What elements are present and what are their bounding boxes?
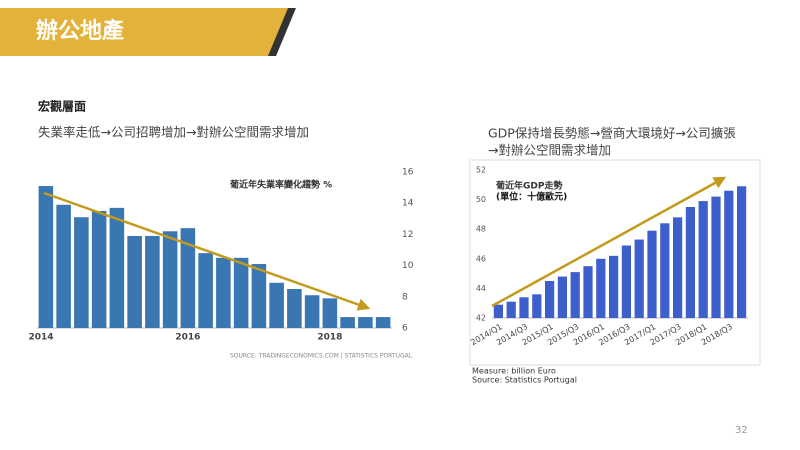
bar: [634, 239, 644, 318]
bar: [724, 190, 734, 318]
bar: [736, 186, 747, 318]
bar: [322, 298, 338, 328]
chart-note: Source: Statistics Portugal: [472, 376, 577, 385]
bar: [162, 231, 178, 328]
trend-arrow: [491, 176, 727, 308]
trend-arrow: [43, 191, 371, 311]
bar: [38, 186, 54, 328]
chart-title: 葡近年失業率變化趨勢 %: [229, 179, 332, 191]
bar: [532, 294, 542, 318]
bar: [198, 253, 213, 328]
bar: [685, 207, 696, 318]
section-title: 宏觀層面: [38, 99, 86, 114]
y-tick-label: 48: [476, 225, 486, 234]
bar: [216, 257, 231, 328]
bar: [647, 230, 657, 318]
bar: [233, 257, 249, 328]
bar: [544, 281, 555, 318]
bar: [269, 282, 284, 328]
right-caption: GDP保持增長勢態→營商大環境好→公司擴張: [488, 126, 736, 141]
bar: [127, 235, 142, 328]
bar: [304, 295, 320, 328]
bar: [711, 196, 721, 318]
left-caption: 失業率走低→公司招聘增加→對辦公空間需求增加: [38, 125, 309, 140]
bar: [621, 245, 632, 318]
bar: [493, 304, 504, 318]
bar: [180, 228, 196, 328]
chart-source: SOURCE: TRADINGECONOMICS.COM | STATISTIC…: [230, 353, 413, 360]
bar: [91, 211, 107, 328]
bar: [608, 255, 619, 318]
bar: [660, 223, 670, 318]
bar: [672, 217, 683, 318]
y-tick-label: 16: [402, 168, 414, 178]
bar: [570, 272, 580, 318]
chart-note: Measure: billion Euro: [472, 367, 556, 376]
right-caption: →對辦公空間需求增加: [488, 143, 611, 158]
y-tick-label: 12: [402, 230, 413, 240]
chart-subtitle: (單位：十億歐元): [496, 191, 567, 203]
bar: [340, 317, 355, 328]
bar: [375, 317, 391, 328]
y-tick-label: 10: [402, 261, 414, 271]
bar: [56, 204, 71, 328]
bar: [358, 317, 373, 328]
y-tick-label: 14: [402, 199, 414, 209]
y-tick-label: 6: [402, 324, 408, 334]
y-tick-label: 50: [476, 195, 486, 204]
bar: [109, 207, 125, 328]
chart-frame: [469, 159, 761, 366]
bar: [145, 235, 160, 328]
x-tick-label: 2014: [28, 333, 53, 343]
x-tick-label: 2018: [317, 333, 342, 343]
page-number: 32: [735, 425, 748, 436]
y-tick-label: 52: [476, 166, 486, 175]
header-band: [0, 8, 288, 56]
y-tick-label: 8: [402, 292, 408, 302]
x-tick-label: 2016: [175, 333, 200, 343]
bar: [74, 217, 89, 328]
chart-title: 葡近年GDP走勢: [495, 180, 562, 192]
header-title: 辦公地產: [36, 18, 124, 44]
bar: [506, 301, 516, 318]
bar: [596, 258, 606, 318]
y-tick-label: 46: [476, 254, 486, 263]
bar: [698, 201, 708, 318]
y-tick-label: 42: [476, 314, 486, 323]
bar: [583, 266, 593, 318]
y-tick-label: 44: [476, 284, 486, 293]
bar: [251, 264, 267, 328]
bar: [287, 289, 302, 328]
bar: [557, 276, 568, 318]
bar: [519, 297, 529, 318]
